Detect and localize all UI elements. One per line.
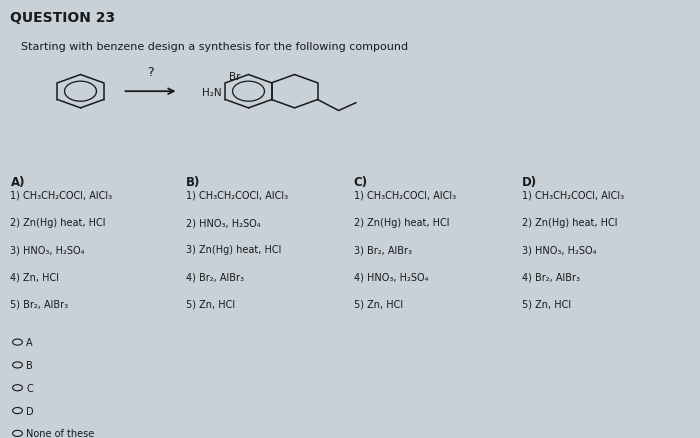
Text: 2) Zn(Hg) heat, HCl: 2) Zn(Hg) heat, HCl <box>522 218 617 228</box>
Text: 5) Br₂, AlBr₃: 5) Br₂, AlBr₃ <box>10 299 69 309</box>
Text: A): A) <box>10 175 25 188</box>
Text: None of these: None of these <box>27 428 94 438</box>
Text: B: B <box>27 360 33 370</box>
Text: H₂N: H₂N <box>202 88 222 98</box>
Text: D: D <box>27 406 34 416</box>
Text: 3) Zn(Hg) heat, HCl: 3) Zn(Hg) heat, HCl <box>186 245 281 255</box>
Text: 2) Zn(Hg) heat, HCl: 2) Zn(Hg) heat, HCl <box>10 218 106 228</box>
Text: A: A <box>27 337 33 347</box>
Text: 2) HNO₃, H₂SO₄: 2) HNO₃, H₂SO₄ <box>186 218 260 228</box>
Text: 4) Br₂, AlBr₃: 4) Br₂, AlBr₃ <box>186 272 244 282</box>
Text: 1) CH₃CH₂COCl, AlCl₃: 1) CH₃CH₂COCl, AlCl₃ <box>522 191 624 201</box>
Text: C: C <box>27 383 33 393</box>
Text: B): B) <box>186 175 200 188</box>
Text: 5) Zn, HCl: 5) Zn, HCl <box>522 299 570 309</box>
Text: 1) CH₃CH₂COCl, AlCl₃: 1) CH₃CH₂COCl, AlCl₃ <box>10 191 113 201</box>
Text: Starting with benzene design a synthesis for the following compound: Starting with benzene design a synthesis… <box>21 42 408 52</box>
Text: D): D) <box>522 175 537 188</box>
Text: Br: Br <box>229 71 241 81</box>
Text: 3) HNO₃, H₂SO₄: 3) HNO₃, H₂SO₄ <box>522 245 596 255</box>
Text: ?: ? <box>147 66 154 79</box>
Text: 3) Br₂, AlBr₃: 3) Br₂, AlBr₃ <box>354 245 412 255</box>
Text: 5) Zn, HCl: 5) Zn, HCl <box>186 299 234 309</box>
Text: 3) HNO₃, H₂SO₄: 3) HNO₃, H₂SO₄ <box>10 245 85 255</box>
Text: 1) CH₃CH₂COCl, AlCl₃: 1) CH₃CH₂COCl, AlCl₃ <box>186 191 288 201</box>
Text: C): C) <box>354 175 368 188</box>
Text: QUESTION 23: QUESTION 23 <box>10 11 116 25</box>
Text: 4) HNO₃, H₂SO₄: 4) HNO₃, H₂SO₄ <box>354 272 428 282</box>
Text: 4) Zn, HCl: 4) Zn, HCl <box>10 272 60 282</box>
Text: 4) Br₂, AlBr₃: 4) Br₂, AlBr₃ <box>522 272 580 282</box>
Text: 5) Zn, HCl: 5) Zn, HCl <box>354 299 402 309</box>
Text: 1) CH₃CH₂COCl, AlCl₃: 1) CH₃CH₂COCl, AlCl₃ <box>354 191 456 201</box>
Text: 2) Zn(Hg) heat, HCl: 2) Zn(Hg) heat, HCl <box>354 218 449 228</box>
